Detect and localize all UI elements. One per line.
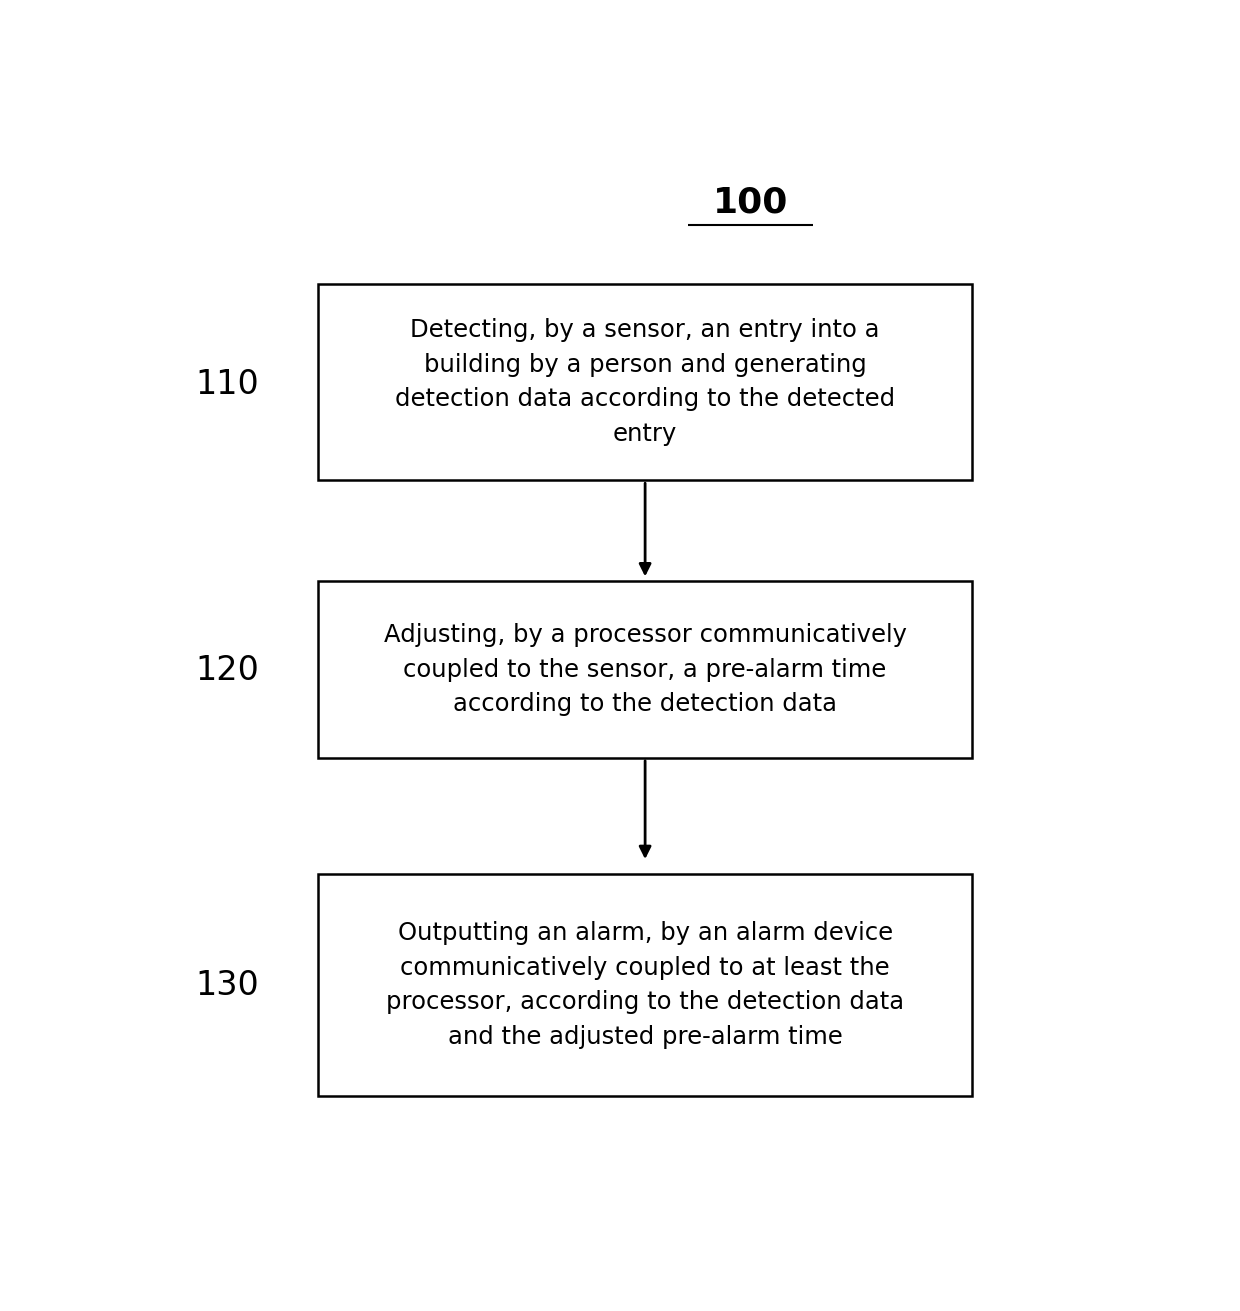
Text: 100: 100: [713, 186, 789, 220]
Text: Adjusting, by a processor communicatively
coupled to the sensor, a pre-alarm tim: Adjusting, by a processor communicativel…: [383, 623, 906, 716]
Bar: [319, 581, 972, 758]
Text: Outputting an alarm, by an alarm device
communicatively coupled to at least the
: Outputting an alarm, by an alarm device …: [386, 922, 904, 1049]
Text: 120: 120: [195, 654, 259, 687]
Text: Detecting, by a sensor, an entry into a
building by a person and generating
dete: Detecting, by a sensor, an entry into a …: [396, 319, 895, 446]
Bar: [319, 283, 972, 480]
Text: 130: 130: [195, 969, 259, 1002]
Text: 110: 110: [195, 368, 259, 401]
Bar: [319, 874, 972, 1096]
